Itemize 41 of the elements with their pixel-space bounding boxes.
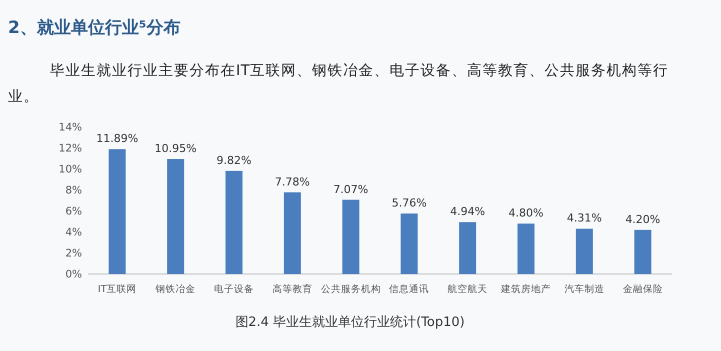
data-label: 10.95% <box>154 142 197 156</box>
x-tick-label: 汽车制造 <box>564 283 604 295</box>
bar <box>634 230 652 274</box>
data-label: 9.82% <box>216 154 252 167</box>
y-tick-label: 14% <box>58 122 82 134</box>
x-tick-label: 航空航天 <box>448 283 488 295</box>
bar <box>342 200 360 274</box>
bar <box>167 159 184 274</box>
x-tick-label: 高等教育 <box>272 283 312 295</box>
data-label: 7.78% <box>274 175 310 188</box>
data-label: 4.80% <box>508 206 544 220</box>
x-tick-label: 金融保险 <box>622 283 663 295</box>
bar <box>518 224 534 274</box>
y-tick-label: 2% <box>65 248 82 260</box>
x-tick-label: 建筑房地产 <box>500 283 551 295</box>
chart-title: 2、就业单位行业⁵分布 <box>8 17 180 39</box>
bar <box>459 222 476 274</box>
bar <box>576 228 593 274</box>
bar <box>400 214 418 274</box>
x-tick-label: 钢铁冶金 <box>154 283 196 295</box>
bar <box>108 149 126 274</box>
data-label: 4.31% <box>566 212 602 225</box>
x-tick-label: IT互联网 <box>98 283 137 295</box>
bar <box>226 170 242 274</box>
data-label: 5.76% <box>392 196 427 210</box>
x-tick-label: 电子设备 <box>214 283 254 295</box>
chart-subtitle: 毕业生就业行业主要分布在IT互联网、钢铁冶金、电子设备、高等教育、公共服务机构等行业。 <box>8 62 670 107</box>
y-tick-label: 10% <box>58 164 82 176</box>
y-tick-label: 4% <box>65 226 82 238</box>
x-tick-label: 公共服务机构 <box>320 283 381 295</box>
data-label: 4.94% <box>450 205 486 218</box>
data-label: 7.07% <box>333 182 368 196</box>
bar <box>284 192 301 274</box>
caption: 图2.4 毕业生就业单位行业统计(Top10) <box>235 315 465 330</box>
y-tick-label: 12% <box>58 142 82 154</box>
data-label: 11.89% <box>96 132 138 146</box>
y-tick-label: 8% <box>65 184 82 196</box>
y-tick-label: 0% <box>65 268 82 280</box>
y-tick-label: 6% <box>65 206 82 218</box>
data-label: 4.20% <box>625 212 660 226</box>
x-tick-label: 信息通讯 <box>389 283 430 295</box>
